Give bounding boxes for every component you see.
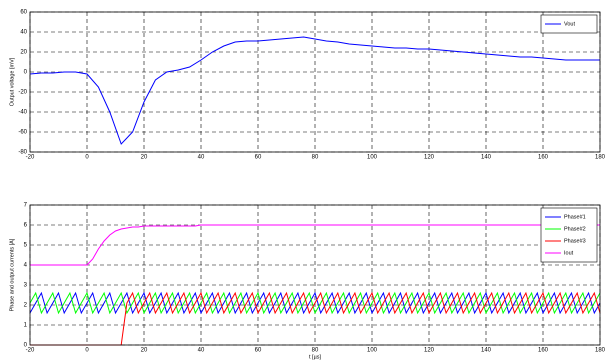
axes-box: [29, 204, 601, 346]
legend-label: Iout: [564, 250, 574, 256]
legend-label: Phase#2: [564, 226, 586, 232]
y-tick-label: -60: [18, 130, 27, 136]
y-axis-label: Phase and output currents [A]: [9, 238, 15, 311]
y-axis-label: Output voltage [mV]: [9, 57, 15, 106]
x-tick-label: 180: [595, 348, 605, 354]
x-tick-label: 120: [424, 155, 435, 161]
x-axis-label: t [µs]: [309, 354, 322, 360]
y-tick-label: 0: [24, 343, 28, 349]
y-tick-label: 4: [24, 263, 28, 269]
x-tick-label: 160: [538, 155, 549, 161]
x-tick-label: 20: [141, 348, 148, 354]
y-tick-label: 7: [24, 203, 28, 209]
legend-box: [540, 14, 598, 34]
x-tick-label: 80: [312, 348, 319, 354]
x-tick-label: 140: [481, 348, 492, 354]
y-tick-label: 2: [24, 303, 28, 309]
x-tick-label: 120: [424, 348, 435, 354]
x-tick-label: 100: [367, 155, 378, 161]
y-tick-label: -40: [18, 110, 27, 116]
x-tick-label: 100: [367, 348, 378, 354]
x-tick-label: 40: [198, 155, 205, 161]
y-tick-label: 6: [24, 223, 28, 229]
legend-label: Phase#1: [564, 214, 586, 220]
data-line: [30, 224, 600, 266]
y-tick-label: 60: [20, 10, 27, 16]
y-tick-label: -20: [18, 90, 27, 96]
y-tick-label: 40: [20, 30, 27, 36]
data-line: [29, 36, 600, 145]
x-tick-label: 160: [538, 348, 549, 354]
x-tick-label: 80: [312, 155, 319, 161]
data-line: [30, 291, 601, 346]
x-tick-label: 180: [595, 155, 605, 161]
x-tick-label: 0: [85, 348, 89, 354]
y-tick-label: 1: [24, 323, 28, 329]
x-tick-label: 60: [255, 348, 262, 354]
x-tick-label: -20: [26, 348, 35, 354]
legend-label: Vout: [564, 21, 575, 27]
x-tick-label: 40: [198, 348, 205, 354]
axes-box: [29, 11, 601, 153]
y-tick-label: 5: [24, 243, 28, 249]
data-line: [29, 291, 601, 315]
legend-label: Phase#3: [564, 238, 586, 244]
x-tick-label: 60: [255, 155, 262, 161]
y-tick-label: 3: [24, 283, 28, 289]
x-tick-label: -20: [26, 155, 35, 161]
y-tick-label: 0: [24, 70, 28, 76]
y-tick-label: 20: [20, 50, 27, 56]
x-tick-label: 0: [85, 155, 89, 161]
x-tick-label: 20: [141, 155, 148, 161]
x-tick-label: 140: [481, 155, 492, 161]
y-tick-label: -80: [18, 150, 27, 156]
